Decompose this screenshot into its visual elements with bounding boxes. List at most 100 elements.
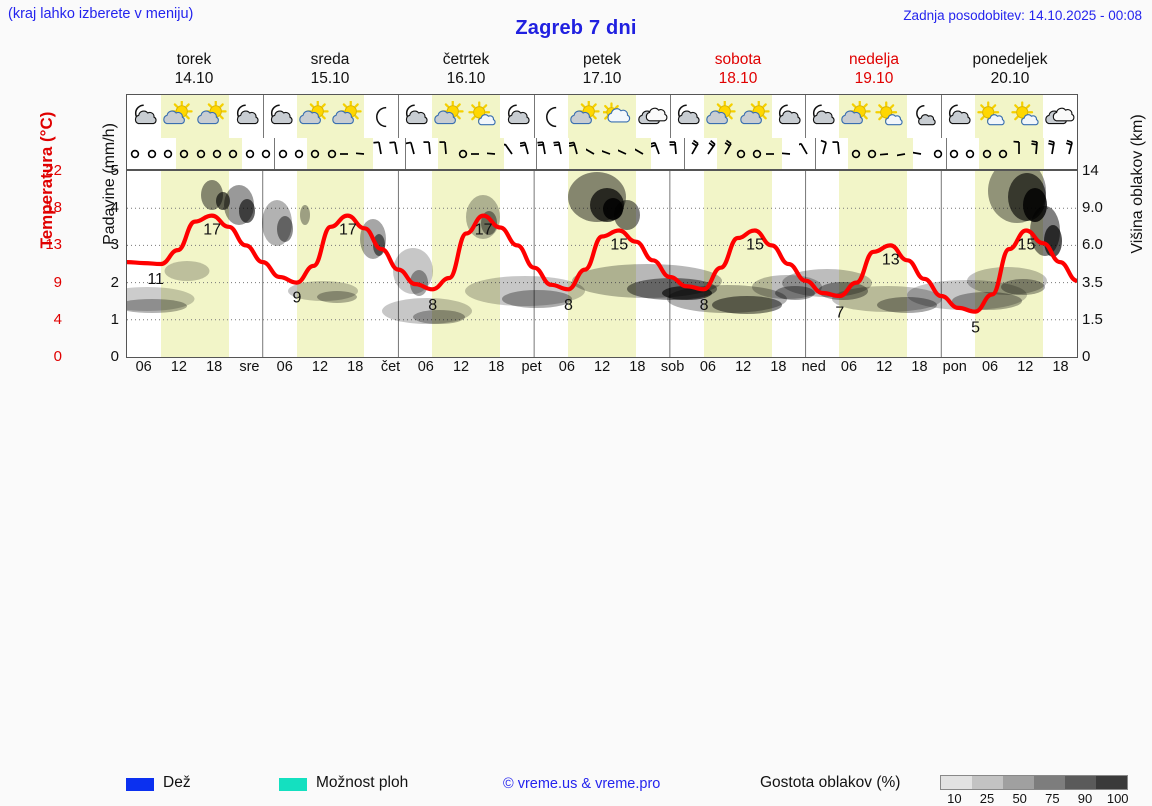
wind-calm <box>127 138 143 169</box>
wind-calm <box>242 138 258 169</box>
wind-calm <box>979 138 995 169</box>
wind-calm <box>455 138 471 169</box>
time-tick: 12 <box>1008 359 1043 381</box>
cloud-height-axis-title: Višina oblakov (km) <box>1129 84 1147 284</box>
wind-calm <box>929 138 945 169</box>
temperature-label: 15 <box>610 237 628 254</box>
day-date: 14.10 <box>126 69 262 88</box>
day-separator <box>941 95 942 138</box>
wind-barb <box>553 138 569 169</box>
time-tick: ned <box>796 359 831 381</box>
time-tick: 12 <box>302 359 337 381</box>
wind-barb <box>618 138 634 169</box>
wind-barb <box>880 138 896 169</box>
weather-icon-moon-cloud <box>398 95 432 138</box>
wind-barb <box>1044 138 1060 169</box>
temperature-tick: 0 <box>30 348 62 365</box>
time-tick: sre <box>232 359 267 381</box>
precipitation-tick: 1 <box>95 311 119 328</box>
wind-calm <box>749 138 765 169</box>
last-update: Zadnja posodobitev: 14.10.2025 - 00:08 <box>903 8 1142 23</box>
wind-barb <box>405 138 421 169</box>
weather-icon-row <box>126 94 1078 138</box>
wind-barb <box>700 138 716 169</box>
precipitation-tick: 2 <box>95 274 119 291</box>
day-name: sobota <box>670 50 806 69</box>
weather-icon-sun-cloud <box>704 95 738 138</box>
wind-barb <box>438 138 454 169</box>
time-tick: pet <box>514 359 549 381</box>
time-tick: 12 <box>161 359 196 381</box>
time-tick: 18 <box>1043 359 1078 381</box>
wind-calm <box>143 138 159 169</box>
cloud-density-swatch <box>941 776 972 789</box>
wind-barb <box>373 138 389 169</box>
weather-icon-moon-cloud <box>229 95 263 138</box>
time-tick: 18 <box>902 359 937 381</box>
temperature-label: 8 <box>428 297 437 314</box>
time-tick: 06 <box>972 359 1007 381</box>
wind-barb <box>389 138 405 169</box>
time-tick: 18 <box>197 359 232 381</box>
wind-barb <box>766 138 782 169</box>
weather-icon-cloud <box>1043 95 1077 138</box>
day-name: nedelja <box>806 50 942 69</box>
wind-barb <box>798 138 814 169</box>
wind-barb <box>520 138 536 169</box>
day-name: četrtek <box>398 50 534 69</box>
wind-calm <box>733 138 749 169</box>
wind-barb <box>651 138 667 169</box>
cloud-height-tick: 14 <box>1082 162 1120 179</box>
weather-icon-sun-cloud-small <box>975 95 1009 138</box>
plot-svg: 11179178178158157135159 <box>127 171 1077 357</box>
wind-barb <box>356 138 372 169</box>
weather-icon-sun-cloud <box>195 95 229 138</box>
wind-barb <box>602 138 618 169</box>
temperature-tick: 9 <box>30 274 62 291</box>
time-tick: 12 <box>584 359 619 381</box>
time-tick: 18 <box>479 359 514 381</box>
time-tick: 12 <box>867 359 902 381</box>
cloud-density-tick: 100 <box>1101 791 1134 806</box>
time-tick: čet <box>373 359 408 381</box>
wind-barb <box>717 138 733 169</box>
cloud-density-swatch <box>1034 776 1065 789</box>
day-separator <box>536 138 537 169</box>
wind-calm <box>962 138 978 169</box>
temperature-label: 17 <box>339 222 357 239</box>
time-tick: pon <box>937 359 972 381</box>
wind-barb <box>471 138 487 169</box>
day-separator <box>534 95 535 138</box>
time-tick: 06 <box>126 359 161 381</box>
temperature-tick: 13 <box>30 236 62 253</box>
wind-barb <box>422 138 438 169</box>
cloud-density-swatch <box>972 776 1003 789</box>
wind-calm <box>864 138 880 169</box>
day-separator <box>684 138 685 169</box>
weather-icon-moon-cloud <box>670 95 704 138</box>
cloud-height-tick: 6.0 <box>1082 236 1120 253</box>
wind-barb <box>815 138 831 169</box>
cloud-density-tick: 10 <box>938 791 971 806</box>
forecast-plot: 11179178178158157135159 <box>126 170 1078 358</box>
temperature-tick: 4 <box>30 311 62 328</box>
wind-barb <box>1028 138 1044 169</box>
temperature-label: 15 <box>746 237 764 254</box>
weather-icon-sun-cloud <box>297 95 331 138</box>
temperature-label: 17 <box>203 222 221 239</box>
time-tick: 06 <box>831 359 866 381</box>
precipitation-tick: 0 <box>95 348 119 365</box>
wind-calm <box>160 138 176 169</box>
temperature-label: 9 <box>293 290 302 307</box>
time-tick: 18 <box>620 359 655 381</box>
wind-barb-row <box>126 138 1078 170</box>
credit-link[interactable]: © vreme.us & vreme.pro <box>503 776 660 792</box>
